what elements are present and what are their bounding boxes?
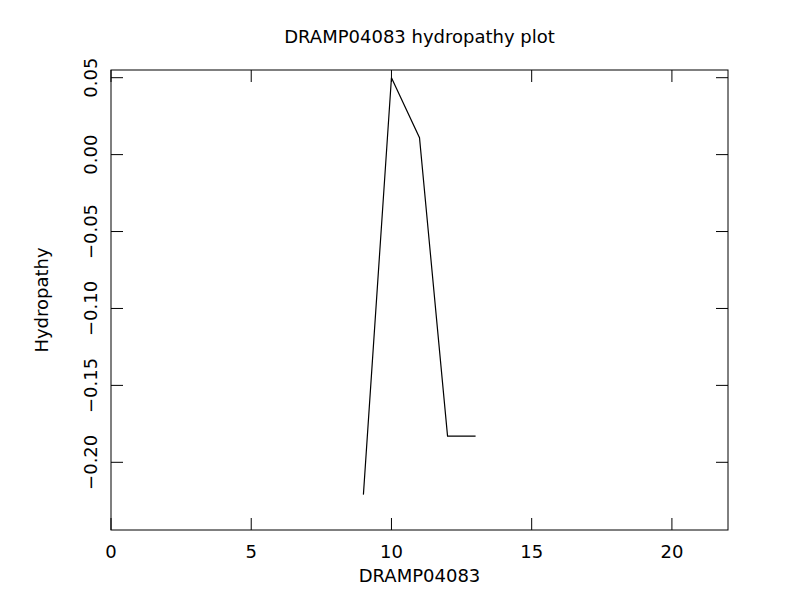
- chart: 0 5 10 15 20 −0.20 −0.15 −0.10 −0.05 0.00 0.05 DRAM…: [0, 0, 800, 600]
- y-tick: [111, 385, 123, 386]
- x-tick-label: 0: [105, 541, 116, 562]
- data-line: [363, 78, 475, 495]
- x-tick-label: 15: [520, 541, 543, 562]
- x-tick-top: [111, 70, 112, 82]
- y-tick-right: [716, 231, 728, 232]
- y-tick: [111, 462, 123, 463]
- x-tick-label: 20: [660, 541, 683, 562]
- plot-frame: [111, 70, 728, 530]
- y-tick: [111, 308, 123, 309]
- x-tick: [251, 518, 252, 530]
- x-tick: [531, 518, 532, 530]
- y-tick-right: [716, 77, 728, 78]
- y-tick-right: [716, 308, 728, 309]
- x-tick-label: 5: [246, 541, 257, 562]
- x-tick: [671, 518, 672, 530]
- y-axis-label: Hydropathy: [31, 247, 52, 353]
- y-tick-label: −0.20: [80, 435, 101, 490]
- y-tick-right: [716, 154, 728, 155]
- plot-area: [363, 78, 475, 495]
- y-tick-label: −0.05: [80, 204, 101, 259]
- y-tick-label: −0.10: [80, 281, 101, 336]
- y-tick-label: −0.15: [80, 358, 101, 413]
- y-tick: [111, 77, 123, 78]
- y-tick-right: [716, 385, 728, 386]
- x-tick-top: [531, 70, 532, 82]
- x-axis-label: DRAMP04083: [359, 565, 481, 586]
- x-tick-top: [251, 70, 252, 82]
- x-tick: [111, 518, 112, 530]
- x-tick-top: [671, 70, 672, 82]
- y-tick-right: [716, 462, 728, 463]
- y-tick-label: 0.05: [80, 58, 101, 98]
- y-tick: [111, 231, 123, 232]
- x-tick-label: 10: [380, 541, 403, 562]
- title: DRAMP04083 hydropathy plot: [284, 26, 555, 47]
- y-tick: [111, 154, 123, 155]
- y-tick-label: 0.00: [80, 135, 101, 175]
- x-tick: [391, 518, 392, 530]
